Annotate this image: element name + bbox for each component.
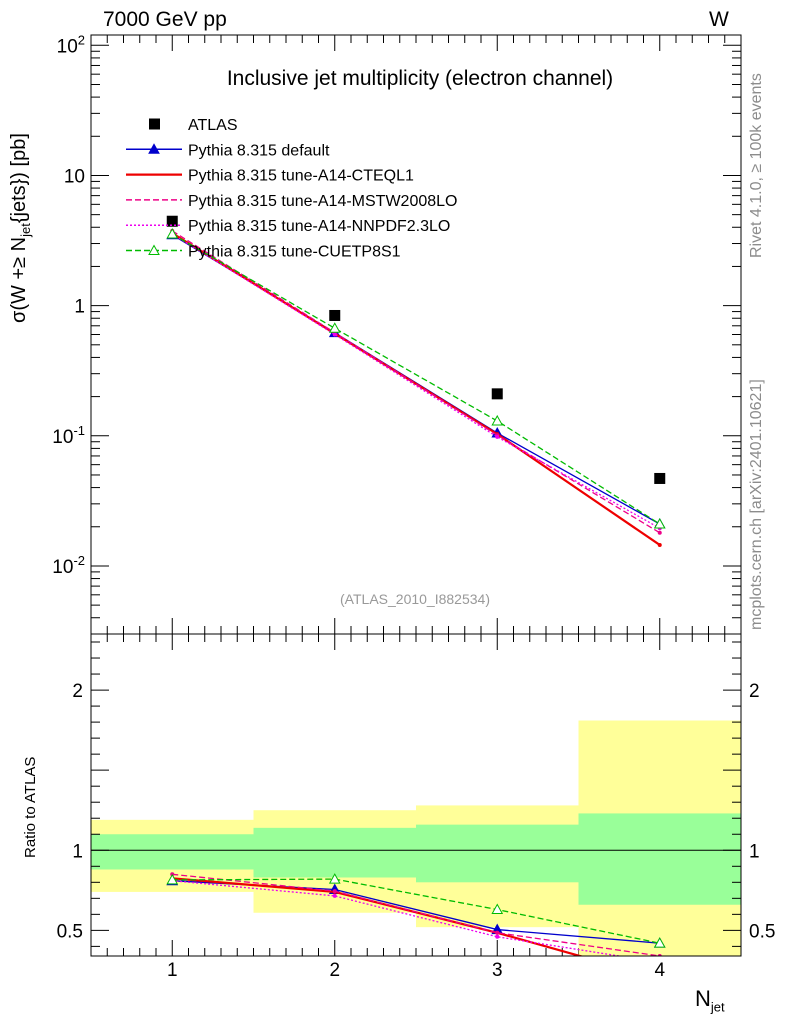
y-tick-label: 10-1	[52, 423, 85, 448]
header-right: W	[709, 8, 729, 31]
x-tick-label: 3	[492, 960, 503, 981]
legend-label-5: Pythia 8.315 tune-CUETP8S1	[188, 244, 401, 261]
series-marker-1-4	[657, 542, 662, 547]
atlas-point-1	[166, 215, 178, 227]
stat-band-bin-4	[578, 813, 741, 905]
ratio-panel: 1 2 3 4 0.5 0.5 1 1 2 2	[57, 633, 775, 981]
legend-label-1: Pythia 8.315 default	[188, 142, 330, 159]
series-marker-3-2	[332, 332, 337, 337]
series-marker-3-3	[495, 434, 500, 439]
ratio-marker-3-2	[332, 893, 337, 898]
ratio-frame	[90, 633, 742, 957]
ratio-marker-4-2	[328, 873, 341, 884]
ratio-line-4	[172, 878, 660, 944]
atlas-point-3	[491, 388, 503, 400]
header-left: 7000 GeV pp	[103, 8, 227, 31]
chart-title: Inclusive jet multiplicity (electron cha…	[227, 67, 613, 90]
y-tick-label: 10	[64, 166, 85, 187]
ratio-y-tick-label-left: 0.5	[57, 921, 83, 942]
legend-label-3: Pythia 8.315 tune-A14-MSTW2008LO	[188, 193, 457, 210]
ratio-marker-4-1	[166, 873, 179, 885]
analysis-label: (ATLAS_2010_I882534)	[340, 591, 490, 607]
ratio-marker-4-3	[491, 903, 504, 915]
legend: ATLAS Pythia 8.315 default Pythia 8.315 tu…	[126, 117, 457, 261]
atlas-point-4	[654, 472, 666, 484]
ratio-line-3	[172, 880, 624, 956]
series-line-4	[171, 233, 661, 525]
ratio-marker-2-3	[495, 930, 500, 935]
y-tick-label: 1	[74, 297, 85, 318]
ratio-marker-3-3	[495, 934, 500, 939]
legend-marker-1	[148, 143, 160, 154]
series-line-1	[171, 232, 661, 546]
y-tick-label: 102	[57, 32, 85, 57]
ratio-y-tick-label-right: 1	[749, 841, 760, 862]
x-tick-label: 1	[167, 960, 178, 981]
ratio-bands	[91, 720, 741, 956]
mcplots-label: mcplots.cern.ch [arXiv:2401.10621]	[748, 379, 765, 630]
legend-marker-5	[148, 244, 160, 255]
main-series	[166, 215, 666, 547]
y-axis-label: σ(W +≥ Njet{jets}) [pb]	[8, 133, 33, 323]
main-panel: 10-2 10-1 1 10 102	[52, 32, 742, 956]
rivet-version-label: Rivet 4.1.0, ≥ 100k events	[748, 73, 765, 258]
ratio-line-2	[172, 873, 660, 956]
legend-label-2: Pythia 8.315 tune-A14-CTEQL1	[188, 168, 414, 185]
stat-band-bin-3	[416, 824, 579, 883]
x-tick-label: 2	[329, 960, 340, 981]
legend-label-0: ATLAS	[188, 117, 238, 134]
series-marker-4-1	[166, 227, 179, 239]
ratio-y-axis-label: Ratio to ATLAS	[22, 756, 39, 858]
series-marker-4-3	[491, 414, 504, 426]
atlas-point-2	[329, 309, 341, 321]
series-marker-4-2	[328, 322, 341, 333]
series-marker-2-4	[657, 530, 662, 535]
stat-band-bin-2	[253, 827, 416, 878]
ratio-y-tick-label-right: 0.5	[749, 921, 775, 942]
ratio-marker-4-4	[653, 937, 666, 948]
ratio-y-tick-label-left: 2	[72, 681, 83, 702]
legend-label-4: Pythia 8.315 tune-A14-NNPDF2.3LO	[188, 218, 450, 235]
x-tick-label: 4	[654, 960, 665, 981]
ratio-y-tick-label-left: 1	[72, 841, 83, 862]
stat-band-bin-1	[91, 834, 254, 870]
y-tick-label: 10-2	[52, 553, 85, 578]
series-line-3	[171, 233, 661, 529]
legend-atlas-marker	[149, 118, 160, 130]
ratio-y-tick-label-right: 2	[749, 681, 760, 702]
series-marker-4-4	[653, 517, 666, 529]
x-axis-label: Njet	[695, 986, 725, 1015]
ratio-marker-2-2	[332, 889, 337, 894]
